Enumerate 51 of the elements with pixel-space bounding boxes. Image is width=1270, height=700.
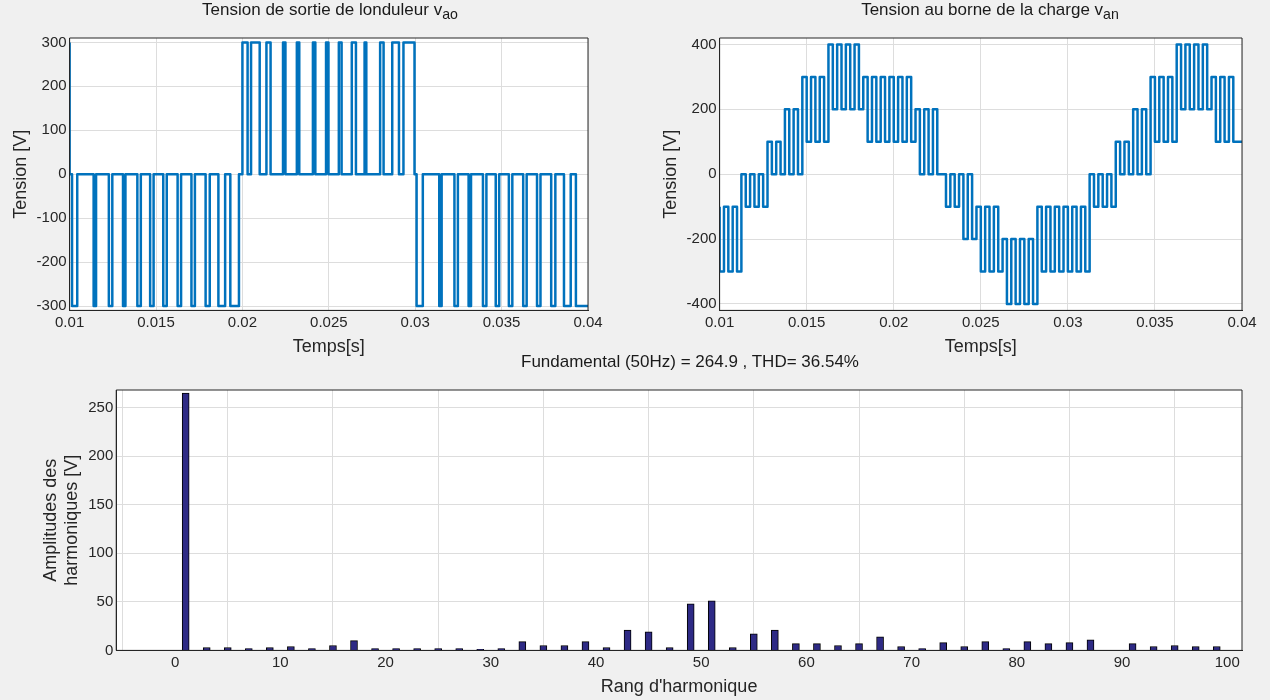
y-tick-label: 400 [691, 34, 717, 52]
y-tick-label: -200 [36, 252, 67, 270]
x-tick-label: 0.01 [55, 312, 85, 330]
y-tick-label: 200 [691, 99, 717, 117]
x-axis-title: Temps[s] [292, 336, 365, 357]
y-tick-label: 100 [41, 120, 67, 138]
x-tick-label: 0.015 [787, 312, 826, 330]
x-tick-label: 0.04 [573, 312, 603, 330]
y-tick-label: 200 [41, 76, 67, 94]
y-axis-title: Amplitudes des harmoniques [V] [39, 454, 82, 586]
x-tick-label: 0.04 [1227, 312, 1257, 330]
y-tick-label: 100 [88, 543, 114, 561]
y-tick-label: 300 [41, 32, 67, 50]
chart-title: Fundamental (50Hz) = 264.9 , THD= 36.54% [521, 352, 859, 371]
x-tick-label: 90 [1113, 652, 1131, 670]
chart-title: Tension de sortie de londuleur v$_{ao}$ [201, 0, 459, 23]
x-tick-label: 0.025 [962, 312, 1000, 330]
y-tick-label: 0 [104, 640, 114, 658]
x-tick-label: 0.03 [1053, 312, 1083, 330]
x-tick-label: 0.02 [227, 312, 258, 330]
y-tick-label: -300 [36, 296, 67, 314]
y-axis-title: Tension [V] [659, 129, 680, 219]
x-tick-label: 40 [587, 652, 605, 670]
x-tick-label: 0 [170, 652, 180, 670]
x-tick-label: 20 [377, 652, 394, 670]
y-tick-label: -400 [686, 294, 717, 312]
x-tick-label: 30 [482, 652, 500, 670]
x-axis-title: Rang d'harmonique [600, 676, 758, 697]
y-tick-label: 0 [708, 164, 717, 182]
y-tick-label: 250 [88, 397, 114, 415]
x-tick-label: 10 [272, 652, 289, 670]
y-tick-label: -200 [686, 229, 717, 247]
y-tick-label: 200 [88, 446, 114, 464]
x-tick-label: 0.015 [137, 312, 175, 330]
y-axis-title: Tension [V] [9, 129, 30, 219]
y-tick-label: -100 [36, 208, 67, 226]
x-tick-label: 100 [1214, 652, 1240, 670]
x-tick-label: 0.035 [1136, 312, 1174, 330]
y-tick-label: 50 [96, 591, 114, 609]
x-tick-label: 0.025 [310, 312, 348, 330]
y-tick-label: 0 [58, 164, 67, 182]
x-tick-label: 0.02 [879, 312, 909, 330]
x-axis-title: Temps[s] [944, 336, 1017, 357]
x-tick-label: 70 [903, 652, 920, 670]
y-tick-label: 150 [88, 494, 114, 512]
x-tick-label: 60 [798, 652, 815, 670]
x-tick-label: 0.01 [705, 312, 735, 330]
x-tick-label: 0.03 [400, 312, 430, 330]
x-tick-label: 80 [1008, 652, 1026, 670]
chart-title: Tension au borne de la charge v$_{an}$ [860, 0, 1120, 23]
x-tick-label: 0.035 [482, 312, 521, 330]
